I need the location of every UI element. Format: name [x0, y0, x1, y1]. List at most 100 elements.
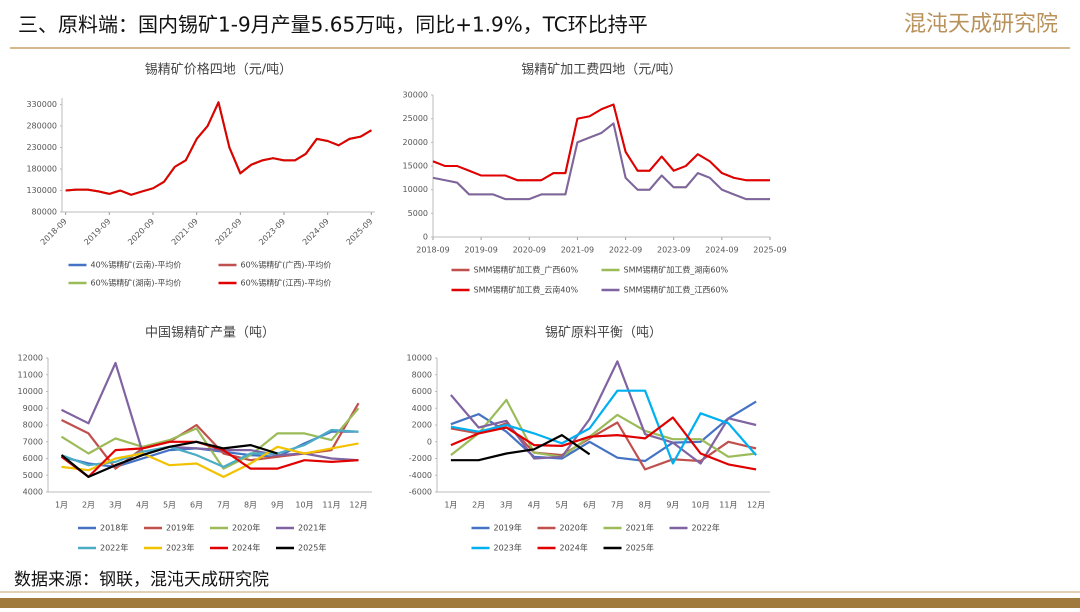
legend-label: 2025年 — [298, 543, 326, 553]
x-tick-label: 6月 — [190, 501, 203, 510]
legend-label: SMM锡精矿加工费_江西60% — [624, 285, 729, 295]
x-tick-label: 3月 — [500, 501, 513, 510]
x-tick-label: 2021-09 — [170, 217, 200, 247]
legend-label: 2025年 — [626, 543, 654, 553]
series-line — [60, 440, 359, 478]
y-tick-label: 8000 — [23, 421, 43, 430]
y-tick-label: 7000 — [23, 437, 43, 446]
x-tick-label: 8月 — [639, 501, 652, 510]
y-tick-label: 10000 — [407, 354, 432, 363]
x-tick-label: 2025-09 — [345, 217, 375, 247]
x-tick-label: 5月 — [163, 501, 176, 510]
x-tick-label: 2018-09 — [416, 246, 449, 255]
legend-label: 2022年 — [100, 543, 128, 553]
x-tick-label: 2024-09 — [301, 217, 331, 247]
legend-label: 40%锡精矿(云南)-平均价 — [91, 260, 182, 270]
x-tick-label: 2月 — [472, 501, 485, 510]
x-tick-label: 12月 — [349, 501, 367, 510]
y-tick-label: 80000 — [32, 208, 57, 217]
y-tick-label: 0 — [427, 437, 432, 446]
x-tick-label: 9月 — [271, 501, 284, 510]
y-tick-label: -6000 — [409, 488, 432, 497]
x-tick-label: 11月 — [719, 501, 737, 510]
legend-label: 2024年 — [560, 543, 588, 553]
series-line — [432, 122, 770, 201]
y-tick-label: 10000 — [18, 387, 43, 396]
series-line — [65, 101, 372, 196]
x-tick-label: 2018-09 — [39, 217, 69, 247]
y-tick-label: 2000 — [412, 421, 432, 430]
y-tick-label: 12000 — [18, 354, 43, 363]
x-tick-label: 2月 — [82, 501, 95, 510]
chart-title: 锡精矿价格四地（元/吨） — [145, 62, 292, 78]
legend-label: SMM锡精矿加工费_云南40% — [474, 285, 579, 295]
legend-label: 2023年 — [166, 543, 194, 553]
y-tick-label: 6000 — [23, 454, 43, 463]
x-tick-label: 7月 — [611, 501, 624, 510]
x-tick-label: 10月 — [295, 501, 313, 510]
legend-label: 60%锡精矿(湖南)-平均价 — [91, 278, 182, 288]
chart-title: 锡矿原料平衡（吨） — [545, 326, 662, 341]
y-tick-label: 280000 — [26, 121, 57, 130]
series-line — [432, 103, 770, 182]
y-tick-label: 5000 — [408, 209, 428, 218]
x-tick-label: 2025-09 — [753, 246, 786, 255]
x-tick-label: 2022-09 — [609, 246, 642, 255]
y-tick-label: 130000 — [26, 186, 57, 195]
series-line — [61, 361, 359, 462]
series-line — [65, 101, 372, 196]
x-tick-label: 2024-09 — [705, 246, 738, 255]
y-tick-label: 9000 — [23, 404, 43, 413]
series-line — [60, 440, 278, 478]
x-tick-label: 4月 — [528, 501, 541, 510]
series-line — [61, 428, 359, 468]
y-tick-label: 8000 — [412, 370, 432, 379]
series-line — [450, 434, 591, 462]
y-tick-label: 0 — [423, 233, 428, 242]
x-tick-label: 1月 — [55, 501, 68, 510]
series-line — [450, 398, 757, 458]
x-tick-label: 4月 — [136, 501, 149, 510]
x-tick-label: 5月 — [555, 501, 568, 510]
legend-label: 2022年 — [692, 523, 720, 533]
x-tick-label: 2019-09 — [82, 217, 112, 247]
y-tick-label: 10000 — [403, 185, 428, 194]
legend-label: 2018年 — [100, 523, 128, 533]
chart-title: 中国锡精矿产量（吨） — [145, 326, 275, 341]
x-tick-label: 8月 — [244, 501, 257, 510]
legend-label: 2021年 — [298, 523, 326, 533]
x-tick-label: 7月 — [217, 501, 230, 510]
y-tick-label: 20000 — [403, 138, 428, 147]
series-line — [450, 389, 757, 465]
legend-label: 60%锡精矿(广西)-平均价 — [241, 260, 332, 270]
legend-label: 2019年 — [494, 523, 522, 533]
y-tick-label: 5000 — [23, 471, 43, 480]
legend-label: 2019年 — [166, 523, 194, 533]
y-tick-label: 4000 — [412, 404, 432, 413]
y-tick-label: 4000 — [23, 488, 43, 497]
y-tick-label: -4000 — [409, 471, 432, 480]
x-tick-label: 1月 — [444, 501, 457, 510]
legend-label: SMM锡精矿加工费_湖南60% — [624, 265, 729, 275]
y-tick-label: 11000 — [18, 370, 43, 379]
y-tick-label: 230000 — [26, 143, 57, 152]
footer-bar — [0, 598, 1080, 608]
y-tick-label: 330000 — [26, 100, 57, 109]
series-line — [61, 442, 359, 478]
x-tick-label: 2019-09 — [464, 246, 497, 255]
x-tick-label: 2021-09 — [561, 246, 594, 255]
source-note: 数据来源：钢联，混沌天成研究院 — [14, 570, 269, 590]
series-line — [450, 416, 757, 471]
y-tick-label: -2000 — [409, 454, 432, 463]
x-tick-label: 3月 — [109, 501, 122, 510]
legend-label: 2023年 — [494, 543, 522, 553]
x-tick-label: 2020-09 — [126, 217, 156, 247]
x-tick-label: 11月 — [322, 501, 340, 510]
series-line — [65, 101, 372, 196]
chart-title: 锡精矿加工费四地（元/吨） — [521, 63, 681, 78]
y-tick-label: 30000 — [403, 91, 428, 100]
legend-label: SMM锡精矿加工费_广西60% — [474, 265, 579, 275]
x-tick-label: 9月 — [666, 501, 679, 510]
legend-label: 2020年 — [232, 523, 260, 533]
